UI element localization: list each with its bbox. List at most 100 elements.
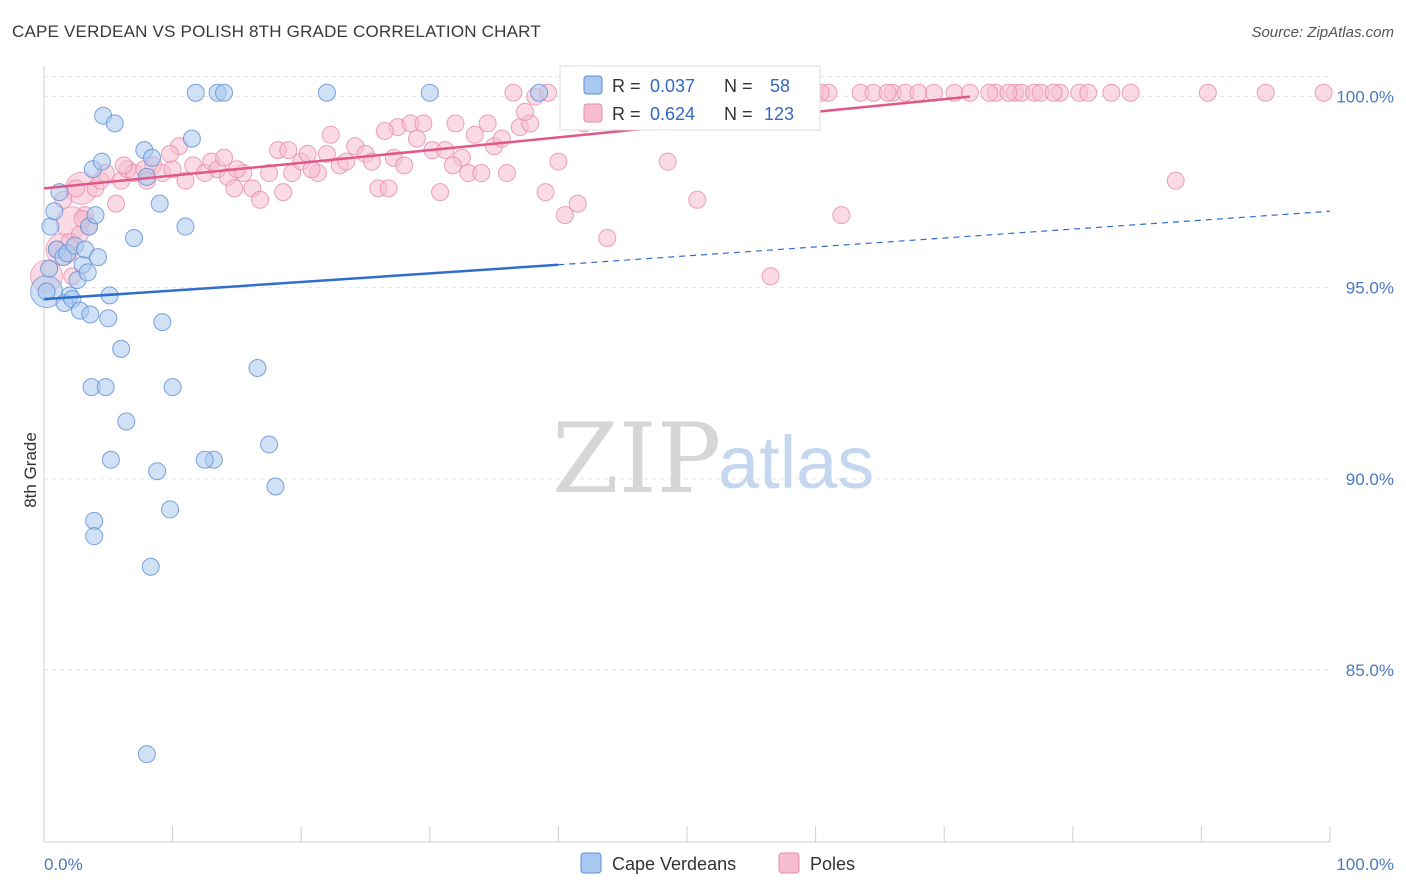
poles-point-41 xyxy=(337,152,356,171)
axes xyxy=(43,66,1331,843)
cape-verdean-point-37 xyxy=(153,313,172,332)
cape-verdean-point-18 xyxy=(81,305,100,324)
poles-point-36 xyxy=(298,144,317,163)
cape-verdean-point-50 xyxy=(266,477,285,496)
source-label: Source: ZipAtlas.com xyxy=(1251,24,1394,41)
y-tick-label-1: 95.0% xyxy=(1346,279,1394,298)
legend-box xyxy=(559,65,821,131)
poles-point-61 xyxy=(478,114,497,133)
poles-point-51 xyxy=(407,129,426,148)
cape-verdean-point-53 xyxy=(530,83,549,102)
cape-verdean-point-42 xyxy=(182,129,201,148)
cape-verdean-trend-line xyxy=(43,263,559,301)
cape-verdean-point-1 xyxy=(40,259,59,278)
legend-swatch-cape-verdeans xyxy=(583,75,603,95)
poles-point-19 xyxy=(176,171,195,190)
poles-point-78 xyxy=(598,229,617,248)
cape-verdean-point-20 xyxy=(89,248,108,267)
poles-point-123 xyxy=(515,102,534,121)
bottom-legend-label-poles: Poles xyxy=(810,854,855,874)
legend-r-value-2: 0.624 xyxy=(650,104,695,124)
cape-verdean-point-55 xyxy=(85,527,104,546)
legend-swatch-poles xyxy=(583,103,603,123)
poles-point-74 xyxy=(568,194,587,213)
cape-verdean-point-54 xyxy=(85,511,104,530)
cape-verdean-point-28 xyxy=(117,412,136,431)
poles-point-133 xyxy=(999,83,1018,102)
y-axis-label: 8th Grade xyxy=(21,432,40,508)
bottom-legend-swatch-poles xyxy=(778,852,800,874)
poles-point-29 xyxy=(251,190,270,209)
poles-point-65 xyxy=(504,83,523,102)
legend-r-label-1: R = xyxy=(612,76,641,96)
chart-title: CAPE VERDEAN VS POLISH 8TH GRADE CORRELA… xyxy=(12,22,541,41)
poles-point-139 xyxy=(761,267,780,286)
x-tick-label-left: 0.0% xyxy=(44,855,83,874)
cape-verdean-point-31 xyxy=(101,450,120,469)
poles-point-142 xyxy=(67,179,86,198)
poles-point-9 xyxy=(107,194,126,213)
watermark-zip: ZIP xyxy=(552,403,721,515)
poles-point-30 xyxy=(260,164,279,183)
y-tick-label-0: 100.0% xyxy=(1336,88,1394,107)
poles-point-132 xyxy=(980,83,999,102)
y-tick-labels: 100.0% 95.0% 90.0% 85.0% xyxy=(1336,88,1394,680)
poles-point-135 xyxy=(1079,83,1098,102)
cape-verdean-point-35 xyxy=(143,148,162,167)
poles-point-84 xyxy=(658,152,677,171)
poles-point-69 xyxy=(536,183,555,202)
cape-verdean-point-39 xyxy=(148,462,167,481)
poles-point-71 xyxy=(549,152,568,171)
poles-point-32 xyxy=(274,183,293,202)
bottom-legend: Cape Verdeans Poles xyxy=(580,852,855,874)
poles-point-118 xyxy=(161,144,180,163)
poles-point-121 xyxy=(375,121,394,140)
poles-point-72 xyxy=(555,206,574,225)
legend-r-label-2: R = xyxy=(612,104,641,124)
y-tick-label-2: 90.0% xyxy=(1346,470,1394,489)
legend-n-label-2: N = xyxy=(724,104,753,124)
poles-point-98 xyxy=(832,206,851,225)
poles-point-24 xyxy=(215,148,234,167)
poles-point-39 xyxy=(321,125,340,144)
y-tick-label-3: 85.0% xyxy=(1346,661,1394,680)
poles-point-46 xyxy=(379,179,398,198)
cape-verdean-point-49 xyxy=(260,435,279,454)
cape-verdean-point-32 xyxy=(125,229,144,248)
poles-point-137 xyxy=(1198,83,1217,102)
poles-point-49 xyxy=(395,156,414,175)
poles-point-115 xyxy=(1166,171,1185,190)
cape-verdean-point-41 xyxy=(176,217,195,236)
watermark: ZIP atlas xyxy=(552,403,874,515)
watermark-atlas: atlas xyxy=(718,421,874,504)
poles-point-103 xyxy=(909,83,928,102)
poles-point-60 xyxy=(472,164,491,183)
poles-point-117 xyxy=(114,156,133,175)
poles-point-38 xyxy=(317,144,336,163)
cape-verdean-point-40 xyxy=(161,500,180,519)
legend-n-value-1: 58 xyxy=(770,76,790,96)
poles-point-64 xyxy=(497,164,516,183)
cape-verdean-point-47 xyxy=(215,83,234,102)
poles-point-54 xyxy=(431,183,450,202)
poles-point-134 xyxy=(1044,83,1063,102)
poles-point-33 xyxy=(279,141,298,160)
cape-verdean-point-56 xyxy=(141,557,160,576)
cape-verdean-point-2 xyxy=(41,217,60,236)
cape-verdean-point-51 xyxy=(317,83,336,102)
cape-verdean-point-25 xyxy=(99,309,118,328)
cape-verdean-point-22 xyxy=(92,152,111,171)
legend: R = 0.037 N = 58 R = 0.624 N = 123 xyxy=(559,65,821,131)
bottom-legend-label-cape-verdeans: Cape Verdeans xyxy=(612,854,736,874)
poles-point-106 xyxy=(960,83,979,102)
poles-point-87 xyxy=(688,190,707,209)
cape-verdean-point-17 xyxy=(78,263,97,282)
cape-verdean-trend-extension xyxy=(558,210,1331,266)
poles-point-122 xyxy=(443,156,462,175)
poles-point-138 xyxy=(1256,83,1275,102)
cape-verdean-point-38 xyxy=(163,378,182,397)
legend-n-value-2: 123 xyxy=(764,104,794,124)
cape-verdean-point-52 xyxy=(420,83,439,102)
cape-verdean-point-46 xyxy=(195,450,214,469)
